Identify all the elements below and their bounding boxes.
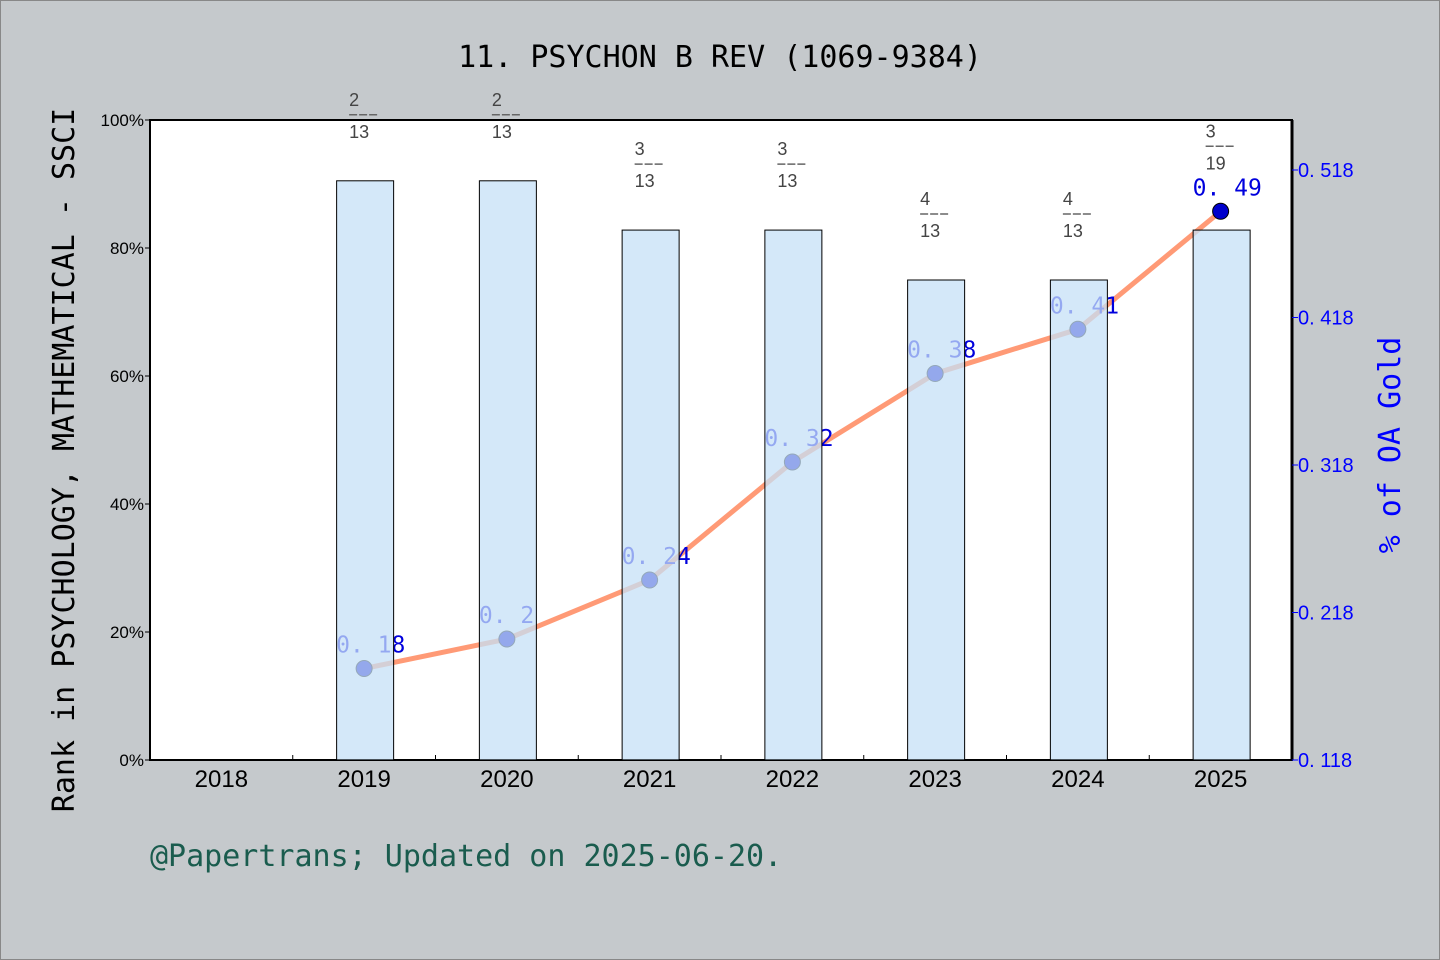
rank-bar bbox=[1049, 279, 1108, 761]
y2-tick-label: 0. 518 bbox=[1298, 160, 1354, 182]
rank-numerator: 2 bbox=[492, 90, 502, 110]
chart-title: 11. PSYCHON B REV (1069-9384) bbox=[458, 40, 982, 75]
rank-denominator: 13 bbox=[635, 171, 655, 191]
rank-bar bbox=[336, 180, 395, 761]
x-tick-label: 2018 bbox=[195, 766, 248, 793]
rank-numerator: 2 bbox=[349, 90, 359, 110]
x-tick-label: 2019 bbox=[337, 766, 390, 793]
y-tick-label: 80% bbox=[110, 239, 144, 258]
rank-bar bbox=[478, 180, 537, 761]
rank-denominator: 13 bbox=[920, 221, 940, 241]
y-tick-label: 60% bbox=[110, 367, 144, 386]
x-tick-label: 2022 bbox=[766, 766, 819, 793]
rank-denominator: 13 bbox=[1063, 221, 1083, 241]
rank-numerator: 3 bbox=[635, 139, 645, 159]
rank-denominator: 13 bbox=[777, 171, 797, 191]
y2-tick-label: 0. 118 bbox=[1298, 750, 1352, 772]
rank-denominator: 19 bbox=[1206, 153, 1226, 173]
rank-bar bbox=[764, 229, 823, 761]
x-tick-label: 2023 bbox=[908, 766, 961, 793]
y2-axis-label: % of OA Gold bbox=[1373, 337, 1408, 554]
rank-numerator: 3 bbox=[777, 139, 787, 159]
y-tick-label: 100% bbox=[101, 111, 144, 130]
y2-tick-label: 0. 218 bbox=[1298, 603, 1354, 625]
x-tick-label: 2021 bbox=[623, 766, 676, 793]
oa-gold-point bbox=[1212, 202, 1230, 220]
footer-credit: @Papertrans; Updated on 2025-06-20. bbox=[150, 839, 782, 874]
y-tick-label: 0% bbox=[119, 751, 144, 770]
oa-gold-value-label: 0. 49 bbox=[1193, 175, 1262, 201]
x-tick-label: 2025 bbox=[1194, 766, 1247, 793]
y-tick-label: 20% bbox=[110, 623, 144, 642]
rank-denominator: 13 bbox=[349, 122, 369, 142]
rank-numerator: 4 bbox=[920, 189, 930, 209]
rank-bar bbox=[1192, 229, 1251, 761]
x-tick-label: 2024 bbox=[1051, 766, 1104, 793]
x-tick-label: 2020 bbox=[480, 766, 533, 793]
y2-tick-label: 0. 318 bbox=[1298, 455, 1354, 477]
rank-denominator: 13 bbox=[492, 122, 512, 142]
rank-bar bbox=[907, 279, 966, 761]
rank-numerator: 4 bbox=[1063, 189, 1073, 209]
rank-numerator: 3 bbox=[1206, 121, 1216, 141]
plot-area bbox=[149, 119, 1293, 761]
y2-tick-label: 0. 418 bbox=[1298, 308, 1354, 330]
rank-bar bbox=[621, 229, 680, 761]
y-tick-label: 40% bbox=[110, 495, 144, 514]
y-axis-label: Rank in PSYCHOLOGY, MATHEMATICAL - SSCI bbox=[47, 108, 82, 812]
